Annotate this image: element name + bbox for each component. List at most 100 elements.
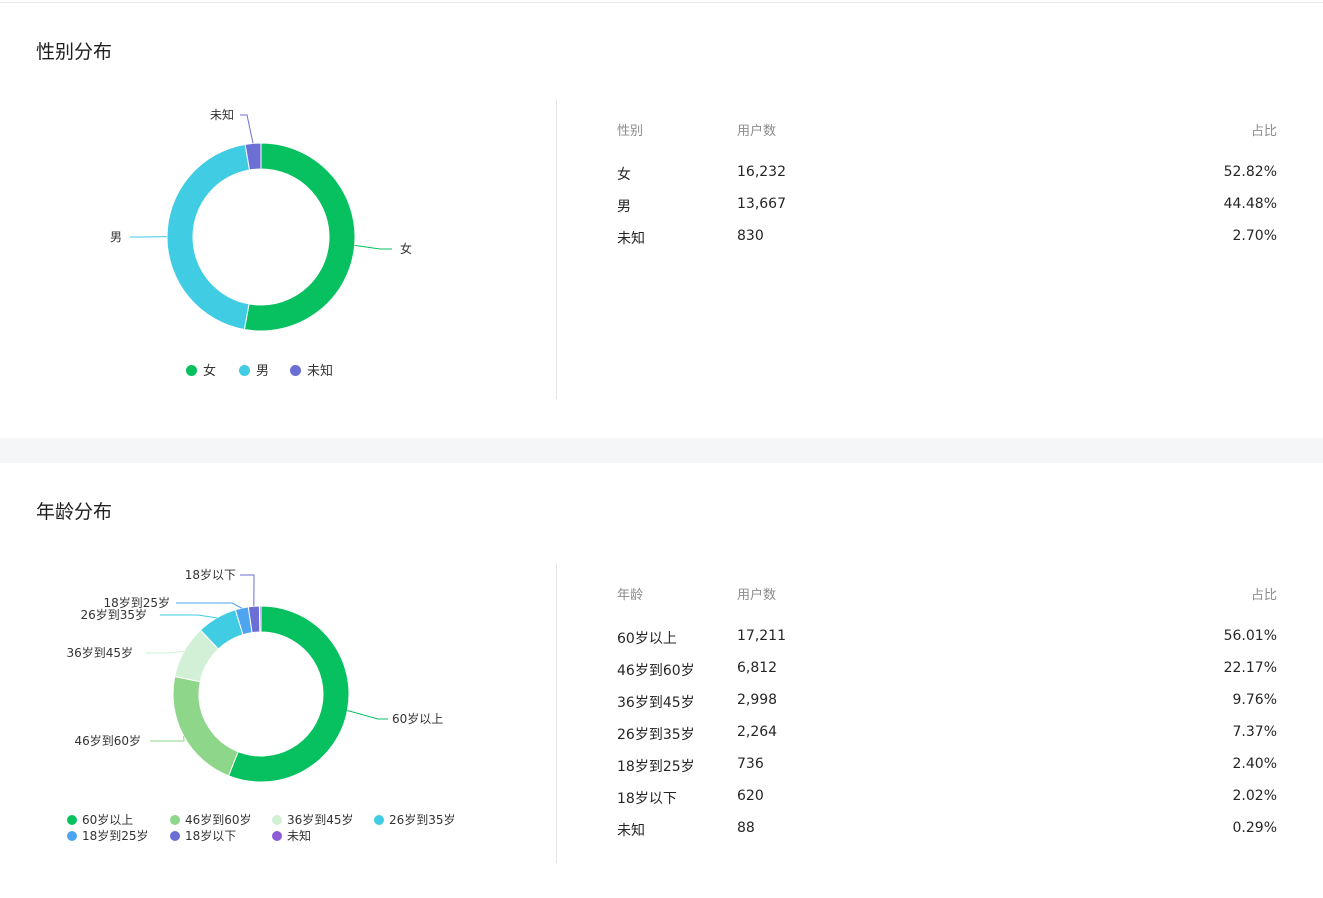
slice-label: 未知	[210, 108, 234, 122]
donut-slice-1-60岁以上[interactable]	[227, 605, 350, 783]
label-leader-line	[354, 244, 392, 250]
legend-item[interactable]: 未知	[272, 827, 311, 844]
legend-label: 未知	[287, 829, 312, 843]
age-header-count: 用户数	[737, 588, 777, 603]
row-share: 7.37%	[1232, 724, 1277, 740]
age-header-category: 年龄	[617, 588, 644, 603]
gender-donut-chart: 女 男 未知	[110, 108, 412, 332]
legend-label: 男	[256, 364, 270, 379]
slice-label: 26岁到35岁	[80, 607, 147, 622]
table-row: 18岁到25岁 736 2.40%	[617, 756, 1277, 776]
age-distribution-card: 年龄分布 60岁以上 46岁到60岁 36岁到45岁 26岁到35岁 18岁到25岁 18…	[0, 463, 1323, 898]
row-count: 16,232	[737, 164, 786, 180]
table-row: 36岁到45岁 2,998 9.76%	[617, 692, 1277, 712]
legend-dot-icon	[290, 365, 301, 376]
label-leader-line	[240, 574, 255, 607]
slice-label: 46岁到60岁	[74, 733, 141, 748]
legend-item[interactable]: 60岁以上	[67, 811, 133, 828]
legend-label: 女	[203, 364, 217, 379]
row-count: 17,211	[737, 628, 786, 644]
row-category: 36岁到45岁	[617, 695, 695, 711]
row-share: 2.02%	[1232, 788, 1277, 804]
slice-label: 女	[400, 241, 412, 256]
legend-item[interactable]: 18岁以下	[170, 827, 236, 844]
slice-label: 男	[110, 230, 122, 244]
row-category: 未知	[617, 231, 645, 247]
age-section-title: 年龄分布	[36, 501, 113, 523]
legend-label: 18岁以下	[185, 829, 237, 843]
gender-distribution-card: 性别分布 女男未知 女男未知 性别 用户数 占比 女 16,232 52.82%…	[0, 3, 1323, 438]
donut-slice-0-女[interactable]	[243, 142, 356, 332]
gender-header-count: 用户数	[737, 124, 777, 139]
row-category: 26岁到35岁	[617, 727, 695, 743]
legend-dot-icon	[239, 365, 250, 376]
row-count: 830	[737, 228, 764, 244]
label-leader-line	[240, 114, 254, 144]
legend-item[interactable]: 未知	[290, 360, 333, 379]
legend-label: 18岁到25岁	[82, 829, 149, 843]
row-count: 13,667	[737, 196, 786, 212]
row-count: 620	[737, 788, 764, 804]
row-category: 18岁到25岁	[617, 759, 695, 775]
row-category: 46岁到60岁	[617, 663, 695, 679]
table-row: 60岁以上 17,211 56.01%	[617, 628, 1277, 648]
legend-item[interactable]: 26岁到35岁	[374, 811, 456, 828]
row-category: 女	[617, 167, 631, 183]
legend-dot-icon	[272, 831, 282, 841]
row-count: 88	[737, 820, 755, 836]
gender-table-header: 性别 用户数 占比	[617, 120, 1277, 140]
label-leader-line	[150, 735, 185, 742]
slice-label: 60岁以上	[392, 711, 443, 726]
table-row: 女 16,232 52.82%	[617, 164, 1277, 184]
legend-dot-icon	[67, 815, 77, 825]
label-leader-line	[176, 602, 243, 609]
row-category: 未知	[617, 823, 645, 839]
table-row: 46岁到60岁 6,812 22.17%	[617, 660, 1277, 680]
row-share: 2.40%	[1232, 756, 1277, 772]
row-share: 44.48%	[1223, 196, 1277, 212]
legend-item[interactable]: 36岁到45岁	[272, 811, 354, 828]
legend-item[interactable]: 18岁到25岁	[67, 827, 149, 844]
legend-item[interactable]: 46岁到60岁	[170, 811, 252, 828]
age-header-share: 占比	[1250, 588, 1277, 603]
legend-item[interactable]: 女	[186, 360, 216, 379]
legend-dot-icon	[170, 815, 180, 825]
row-share: 56.01%	[1223, 628, 1277, 644]
donut-slice-1-未知[interactable]	[258, 605, 262, 633]
table-row: 26岁到35岁 2,264 7.37%	[617, 724, 1277, 744]
top-border	[0, 2, 1323, 3]
row-share: 0.29%	[1232, 820, 1277, 836]
donut-slice-0-未知[interactable]	[244, 142, 262, 171]
legend-dot-icon	[67, 831, 77, 841]
row-count: 6,812	[737, 660, 778, 676]
legend-dot-icon	[374, 815, 384, 825]
slice-label: 36岁到45岁	[66, 645, 133, 660]
table-row: 男 13,667 44.48%	[617, 196, 1277, 216]
slice-label: 18岁以下	[185, 567, 236, 582]
row-share: 22.17%	[1223, 660, 1277, 676]
label-leader-line	[160, 614, 217, 619]
slice-label: 18岁到25岁	[103, 595, 170, 610]
row-count: 736	[737, 756, 764, 772]
row-share: 2.70%	[1232, 228, 1277, 244]
row-category: 男	[617, 199, 631, 215]
table-row: 18岁以下 620 2.02%	[617, 788, 1277, 808]
age-divider	[556, 563, 557, 863]
legend-label: 60岁以上	[82, 813, 134, 827]
legend-dot-icon	[170, 831, 180, 841]
gender-header-category: 性别	[617, 124, 644, 139]
legend-item[interactable]: 男	[239, 360, 269, 379]
row-category: 18岁以下	[617, 791, 677, 807]
legend-dot-icon	[272, 815, 282, 825]
donut-slice-0-男[interactable]	[166, 143, 251, 331]
table-row: 未知 88 0.29%	[617, 820, 1277, 840]
label-leader-line	[347, 710, 388, 720]
gender-divider	[556, 99, 557, 399]
table-row: 未知 830 2.70%	[617, 228, 1277, 248]
legend-label: 26岁到35岁	[389, 813, 456, 827]
section-gap	[0, 438, 1323, 463]
donut-slice-1-46岁到60岁[interactable]	[172, 675, 239, 777]
gender-section-title: 性别分布	[36, 41, 113, 63]
row-count: 2,264	[737, 724, 778, 740]
